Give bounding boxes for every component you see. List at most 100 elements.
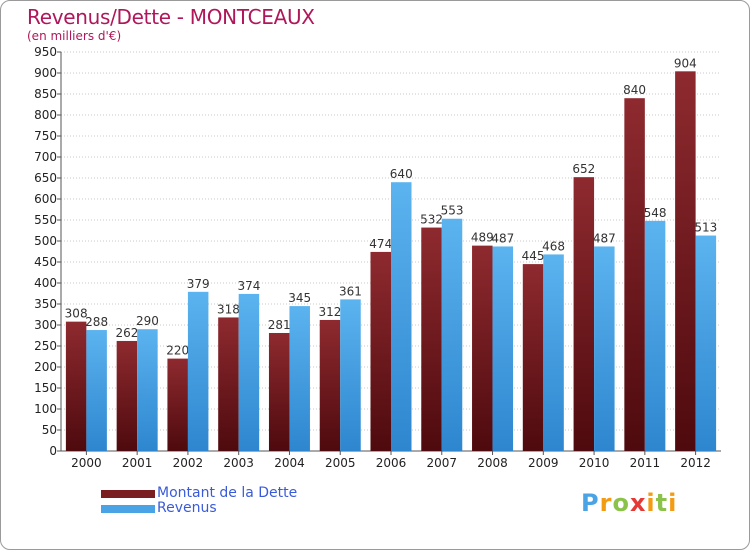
y-tick-label: 950 — [34, 45, 57, 59]
data-label: 640 — [390, 167, 413, 181]
logo-letter: i — [668, 489, 678, 517]
bar-dette — [218, 317, 239, 451]
bar-revenus — [644, 220, 666, 451]
logo-letter: r — [599, 489, 613, 517]
bar-dette — [65, 321, 87, 451]
bar-dette — [319, 319, 341, 451]
data-label: 345 — [288, 291, 311, 305]
data-label: 281 — [268, 318, 291, 332]
y-tick-label: 450 — [34, 255, 57, 269]
y-tick-label: 50 — [42, 423, 57, 437]
data-label: 262 — [115, 326, 138, 340]
bar-dette — [268, 332, 290, 451]
x-tick-label: 2011 — [630, 456, 661, 470]
bar-revenus — [695, 235, 717, 451]
bar-dette — [472, 245, 493, 451]
bar-dette — [675, 71, 696, 451]
bar-revenus — [340, 299, 361, 451]
x-tick-label: 2009 — [528, 456, 559, 470]
data-label: 487 — [593, 231, 616, 245]
y-tick-label: 700 — [34, 150, 57, 164]
data-label: 318 — [217, 302, 240, 316]
data-label: 379 — [187, 277, 210, 291]
y-tick-label: 350 — [34, 297, 57, 311]
bar-dette — [370, 251, 391, 451]
data-label: 532 — [420, 213, 443, 227]
bar-revenus — [187, 291, 209, 451]
x-tick-label: 2002 — [173, 456, 204, 470]
bar-revenus — [594, 246, 615, 451]
x-tick-label: 2000 — [71, 456, 102, 470]
data-label: 468 — [542, 239, 565, 253]
data-label: 290 — [136, 314, 159, 328]
data-label: 361 — [339, 284, 362, 298]
chart-subtitle: (en milliers d'€) — [27, 29, 122, 43]
bar-dette — [522, 264, 544, 451]
logo-letter: o — [612, 489, 630, 517]
data-label: 553 — [441, 204, 464, 218]
y-tick-label: 650 — [34, 171, 57, 185]
y-tick-label: 850 — [34, 87, 57, 101]
y-tick-label: 0 — [49, 444, 57, 458]
x-tick-label: 2008 — [477, 456, 508, 470]
proxiti-logo: Proxiti — [581, 489, 677, 517]
y-tick-label: 550 — [34, 213, 57, 227]
data-label: 308 — [65, 307, 88, 321]
data-label: 220 — [166, 344, 189, 358]
x-tick-label: 2012 — [680, 456, 711, 470]
y-tick-label: 900 — [34, 66, 57, 80]
bar-revenus — [543, 254, 564, 451]
data-label: 840 — [623, 83, 646, 97]
data-label: 374 — [237, 279, 260, 293]
x-tick-label: 2003 — [223, 456, 254, 470]
data-label: 904 — [674, 56, 697, 70]
y-tick-label: 300 — [34, 318, 57, 332]
y-tick-label: 800 — [34, 108, 57, 122]
y-tick-label: 500 — [34, 234, 57, 248]
bar-revenus — [391, 182, 412, 451]
chart-title: Revenus/Dette - MONTCEAUX — [27, 5, 315, 29]
bar-revenus — [238, 293, 260, 451]
x-tick-label: 2010 — [579, 456, 610, 470]
data-label: 652 — [572, 162, 595, 176]
bar-revenus — [289, 306, 310, 451]
y-tick-label: 600 — [34, 192, 57, 206]
data-label: 445 — [522, 249, 545, 263]
y-tick-label: 400 — [34, 276, 57, 290]
logo-letter: P — [581, 489, 600, 517]
data-label: 489 — [471, 231, 494, 245]
data-label: 548 — [644, 206, 667, 220]
data-label: 487 — [491, 231, 514, 245]
bar-dette — [421, 227, 442, 451]
y-tick-label: 750 — [34, 129, 57, 143]
legend-swatch-dette — [101, 490, 155, 498]
logo-letter: i — [646, 489, 656, 517]
bar-revenus — [137, 329, 158, 451]
data-label: 513 — [694, 221, 717, 235]
legend-label-revenus: Revenus — [157, 500, 217, 516]
legend-swatch-revenus — [101, 505, 155, 513]
x-tick-label: 2005 — [325, 456, 356, 470]
data-label: 288 — [85, 315, 108, 329]
bar-revenus — [492, 246, 514, 451]
x-tick-label: 2004 — [274, 456, 305, 470]
legend-label-dette: Montant de la Dette — [157, 485, 298, 501]
x-tick-label: 2001 — [122, 456, 153, 470]
y-tick-label: 100 — [34, 402, 57, 416]
bar-dette — [573, 177, 595, 451]
bar-revenus — [441, 218, 463, 451]
data-label: 474 — [369, 237, 392, 251]
bar-dette — [116, 340, 138, 451]
logo-letter: x — [629, 489, 647, 517]
logo-letter: t — [655, 489, 669, 517]
data-label: 312 — [319, 305, 342, 319]
x-tick-label: 2007 — [426, 456, 457, 470]
bar-dette — [167, 358, 188, 451]
bar-revenus — [86, 330, 107, 451]
y-tick-label: 150 — [34, 381, 57, 395]
y-tick-label: 200 — [34, 360, 57, 374]
x-tick-label: 2006 — [376, 456, 407, 470]
bar-dette — [624, 98, 645, 451]
